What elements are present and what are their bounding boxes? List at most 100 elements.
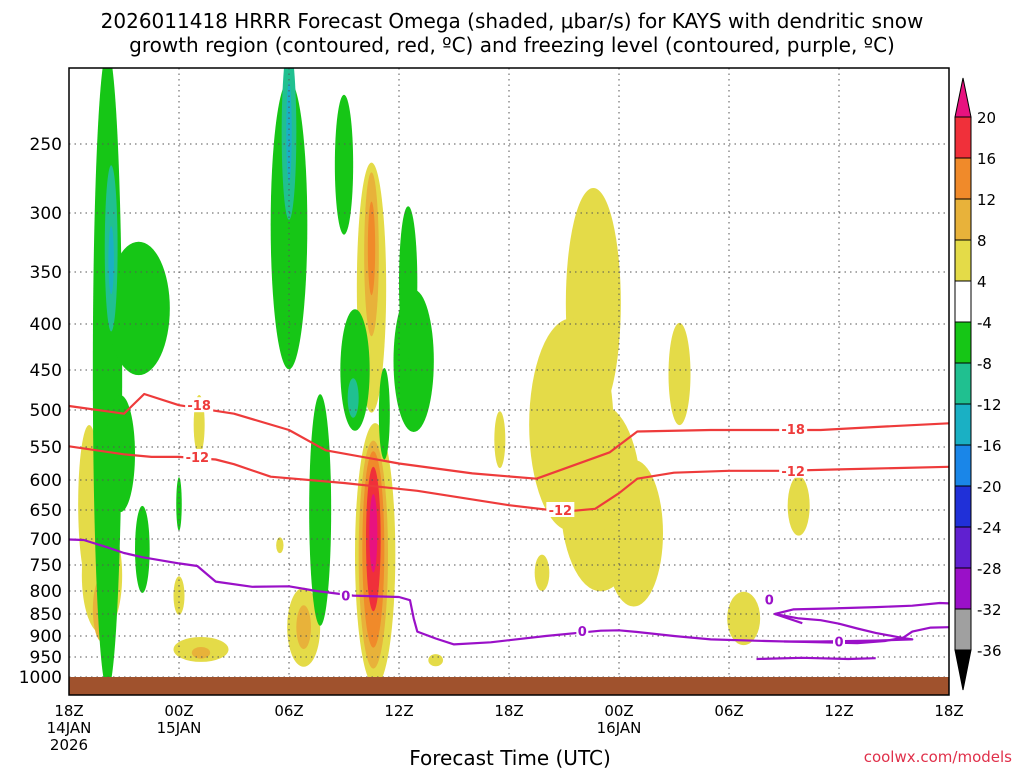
x-tick-label-42-0: 12Z: [824, 702, 853, 720]
colorbar-label-1: 16: [977, 150, 996, 168]
y-tick-label-600: 600: [30, 471, 62, 491]
contour-label-minus12-c-bg: [779, 462, 808, 478]
x-tick-label-36-0: 06Z: [714, 702, 743, 720]
contour-label-minus12-a-bg: [183, 448, 212, 464]
omega-12-16-area-1: [367, 201, 376, 296]
plot-frame: [68, 67, 950, 696]
omega-4-8-area-12: [668, 322, 691, 426]
colorbar-top-arrow: [954, 77, 972, 118]
y-tick-label-400: 400: [30, 315, 62, 335]
x-tick-label-48-0: 18Z: [934, 702, 963, 720]
omega-neg4-neg8-area-3: [135, 505, 150, 593]
omega-4-8-area-10: [727, 591, 761, 646]
contour-label-minus12-c: -12: [781, 465, 805, 480]
colorbar-label-13: -36: [977, 642, 1002, 660]
terrain-layer: [69, 677, 949, 695]
colorbar-swatch-neg8_neg4: [954, 321, 972, 364]
freezing-label-c-bg: [763, 591, 776, 607]
chart-title-line1: 2026011418 HRRR Forecast Omega (shaded, …: [101, 9, 924, 33]
x-tick-label-30-1: 16JAN: [597, 719, 642, 737]
freezing-level-inner: [774, 612, 914, 643]
colorbar-swatch-neg4_4: [954, 280, 972, 323]
y-tick-label-900: 900: [30, 627, 62, 647]
freezing-level-loop: [773, 601, 950, 625]
freezing-label-d-bg: [833, 633, 845, 649]
colorbar-label-2: 12: [977, 191, 996, 209]
colorbar-swatch-neg12_neg8: [954, 362, 972, 405]
freezing-label-d: 0: [834, 635, 843, 650]
colorbar-swatch-4_8: [954, 239, 972, 282]
freezing-level-bottom: [756, 656, 876, 661]
omega-neg12-neg16-area-1: [286, 82, 292, 183]
colorbar-swatch-neg16_neg12: [954, 403, 972, 446]
omega-neg8-neg12-area-2: [347, 378, 359, 418]
omega-neg4-neg8-area-10: [378, 367, 390, 460]
x-tick-label-6-1: 15JAN: [157, 719, 202, 737]
omega-4-8-area-11: [787, 476, 810, 536]
y-tick-label-300: 300: [30, 204, 62, 224]
y-tick-label-950: 950: [30, 648, 62, 668]
freezing-label-a-bg: [339, 587, 352, 603]
contour-label-minus12-b: -12: [549, 504, 573, 519]
terrain-band: [69, 677, 949, 695]
colorbar-label-0: 20: [977, 109, 996, 127]
y-tick-label-750: 750: [30, 556, 62, 576]
colorbar-label-8: -16: [977, 437, 1002, 455]
site-credit: coolwx.com/models: [864, 748, 1012, 766]
omega-4-8-area-13: [534, 554, 550, 591]
grid-layer: [68, 68, 950, 695]
colorbar-swatch-neg32_neg28: [954, 567, 972, 610]
x-tick-label-6-0: 00Z: [164, 702, 193, 720]
freezing-label-a: 0: [341, 590, 350, 605]
y-tick-label-650: 650: [30, 501, 62, 521]
omega-neg4-neg8-area-11: [399, 206, 418, 359]
y-tick-label-450: 450: [30, 361, 62, 381]
omega-4-8-area-18: [428, 654, 443, 667]
omega-8-12-area-4: [191, 646, 211, 659]
x-tick-label-0-2: 2026: [50, 736, 88, 754]
y-tick-label-800: 800: [30, 582, 62, 602]
omega-gt20-area-0: [369, 494, 378, 573]
x-tick-label-0-1: 14JAN: [47, 719, 92, 737]
x-tick-label-0-0: 18Z: [54, 702, 83, 720]
freezing-label-c: 0: [765, 593, 774, 608]
colorbar-bottom-arrow: [954, 649, 972, 691]
x-tick-label-12-0: 06Z: [274, 702, 303, 720]
colorbar-label-3: 8: [977, 232, 987, 250]
colorbar-label-11: -28: [977, 560, 1002, 578]
contour-label-minus18-a: -18: [187, 399, 211, 414]
omega-neg4-neg8-area-5: [270, 80, 308, 370]
colorbar-label-12: -32: [977, 601, 1002, 619]
y-tick-label-850: 850: [30, 605, 62, 625]
y-tick-label-1000: 1000: [19, 668, 62, 688]
colorbar-swatch-neg28_neg24: [954, 526, 972, 569]
chart-title-line2: growth region (contoured, red, ºC) and f…: [129, 33, 895, 57]
y-tick-label-700: 700: [30, 530, 62, 550]
contour-label-minus18-a-bg: [185, 397, 214, 413]
x-axis-label: Forecast Time (UTC): [409, 746, 611, 768]
colorbar-swatch-12_16: [954, 157, 972, 200]
colorbar-swatch-neg20_neg16: [954, 444, 972, 487]
omega-4-8-area-16: [173, 576, 185, 615]
contour-label-minus12-b-bg: [546, 502, 575, 517]
contour-label-minus18-b-bg: [779, 421, 808, 437]
freezing-label-b-bg: [576, 623, 589, 639]
y-tick-label-250: 250: [30, 135, 62, 155]
colorbar-swatch-neg24_neg20: [954, 485, 972, 528]
contour-label-minus18-b: -18: [781, 423, 805, 438]
y-tick-label-550: 550: [30, 438, 62, 458]
y-tick-label-350: 350: [30, 263, 62, 283]
omega-4-8-area-17: [276, 537, 284, 554]
omega-shading-layer: [78, 68, 810, 691]
colorbar-label-6: -8: [977, 355, 992, 373]
omega-neg4-neg8-area-1: [107, 241, 170, 376]
omega-8-12-area-1: [296, 605, 311, 650]
omega-neg12-neg16-area-0: [108, 226, 114, 295]
colorbar-label-9: -20: [977, 478, 1002, 496]
omega-neg4-neg8-area-7: [334, 94, 354, 235]
y-tick-label-500: 500: [30, 401, 62, 421]
x-tick-label-24-0: 18Z: [494, 702, 523, 720]
contour-label-minus12-a: -12: [186, 451, 210, 466]
